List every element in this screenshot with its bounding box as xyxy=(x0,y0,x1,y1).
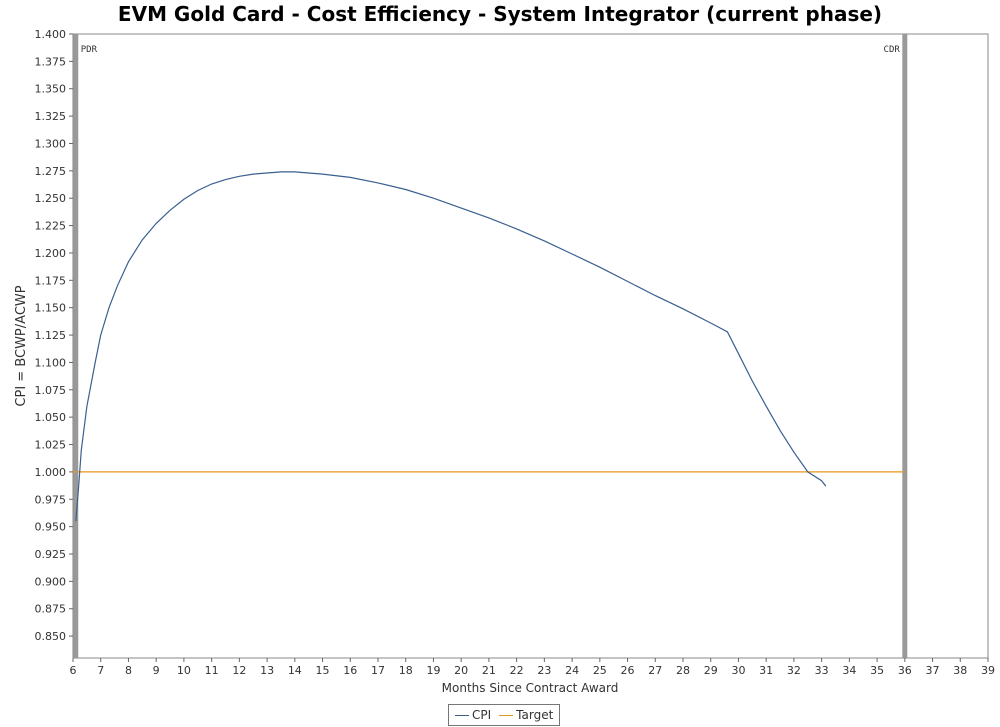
x-tick-label: 8 xyxy=(125,664,132,677)
x-tick-label: 16 xyxy=(343,664,357,677)
y-tick-label: 0.875 xyxy=(35,603,67,616)
x-tick-label: 20 xyxy=(454,664,468,677)
x-tick-label: 26 xyxy=(621,664,635,677)
x-tick-label: 34 xyxy=(842,664,856,677)
chart-title: EVM Gold Card - Cost Efficiency - System… xyxy=(117,2,883,26)
y-tick-label: 1.400 xyxy=(35,28,67,41)
x-tick-label: 21 xyxy=(482,664,496,677)
y-tick-label: 0.900 xyxy=(35,575,67,588)
x-axis-title: Months Since Contract Award xyxy=(442,681,619,695)
y-tick-label: 1.100 xyxy=(35,356,67,369)
y-tick-label: 0.950 xyxy=(35,521,67,534)
y-tick-label: 1.000 xyxy=(35,466,67,479)
y-tick-label: 1.175 xyxy=(35,274,67,287)
x-tick-label: 33 xyxy=(815,664,829,677)
legend-swatch-cpi xyxy=(455,714,469,716)
x-tick-label: 15 xyxy=(316,664,330,677)
x-tick-label: 24 xyxy=(565,664,579,677)
x-axis: 6 7 8 9 10 11 12 13 14 15 16 17 18 19 20 21 22 23 24 25 26 27… xyxy=(70,658,995,677)
plot-background xyxy=(72,33,989,659)
series-layer xyxy=(73,171,905,522)
y-axis-title: CPI = BCWP/ACWP xyxy=(14,285,29,406)
legend-label-target: Target xyxy=(516,708,554,722)
series-line-cpi xyxy=(75,171,827,522)
x-tick-label: 7 xyxy=(97,664,104,677)
legend-item-target: Target xyxy=(499,708,553,722)
y-tick-label: 1.025 xyxy=(35,439,67,452)
y-tick-label: 1.375 xyxy=(35,55,67,68)
x-tick-label: 14 xyxy=(288,664,302,677)
legend: CPI Target xyxy=(448,704,561,726)
x-tick-label: 17 xyxy=(371,664,385,677)
x-tick-label: 39 xyxy=(981,664,995,677)
y-tick-label: 1.150 xyxy=(35,302,67,315)
milestone-layer: PDR CDR xyxy=(73,34,908,658)
x-tick-label: 35 xyxy=(870,664,884,677)
milestone-label-pdr: PDR xyxy=(81,45,98,55)
x-tick-label: 10 xyxy=(177,664,191,677)
x-tick-label: 36 xyxy=(898,664,912,677)
x-tick-label: 37 xyxy=(926,664,940,677)
y-tick-label: 1.325 xyxy=(35,110,67,123)
y-tick-label: 1.125 xyxy=(35,329,67,342)
x-tick-label: 9 xyxy=(153,664,160,677)
y-tick-label: 0.975 xyxy=(35,493,67,506)
y-tick-label: 1.225 xyxy=(35,220,67,233)
y-tick-label: 0.925 xyxy=(35,548,67,561)
x-tick-label: 19 xyxy=(426,664,440,677)
y-tick-label: 0.850 xyxy=(35,630,67,643)
y-tick-label: 1.300 xyxy=(35,137,67,150)
x-tick-label: 11 xyxy=(205,664,219,677)
x-tick-label: 30 xyxy=(731,664,745,677)
x-tick-label: 22 xyxy=(510,664,524,677)
x-tick-label: 13 xyxy=(260,664,274,677)
x-tick-label: 32 xyxy=(787,664,801,677)
milestone-label-cdr: CDR xyxy=(884,45,901,55)
y-tick-label: 1.200 xyxy=(35,247,67,260)
x-tick-label: 28 xyxy=(676,664,690,677)
x-tick-label: 12 xyxy=(232,664,246,677)
y-axis: 0.850 0.875 0.900 0.925 0.950 0.975 1.000 1.025… xyxy=(35,28,73,643)
x-tick-label: 31 xyxy=(759,664,773,677)
legend-swatch-target xyxy=(499,714,514,716)
legend-label-cpi: CPI xyxy=(472,708,492,722)
x-tick-label: 38 xyxy=(953,664,967,677)
x-tick-label: 18 xyxy=(399,664,413,677)
x-tick-label: 25 xyxy=(593,664,607,677)
y-tick-label: 1.250 xyxy=(35,192,67,205)
y-tick-label: 1.050 xyxy=(35,411,67,424)
x-tick-label: 27 xyxy=(648,664,662,677)
x-tick-label: 29 xyxy=(704,664,718,677)
y-tick-label: 1.275 xyxy=(35,165,67,178)
x-tick-label: 6 xyxy=(70,664,77,677)
y-tick-label: 1.075 xyxy=(35,384,67,397)
x-tick-label: 23 xyxy=(537,664,551,677)
y-tick-label: 1.350 xyxy=(35,83,67,96)
legend-item-cpi: CPI xyxy=(455,708,491,722)
